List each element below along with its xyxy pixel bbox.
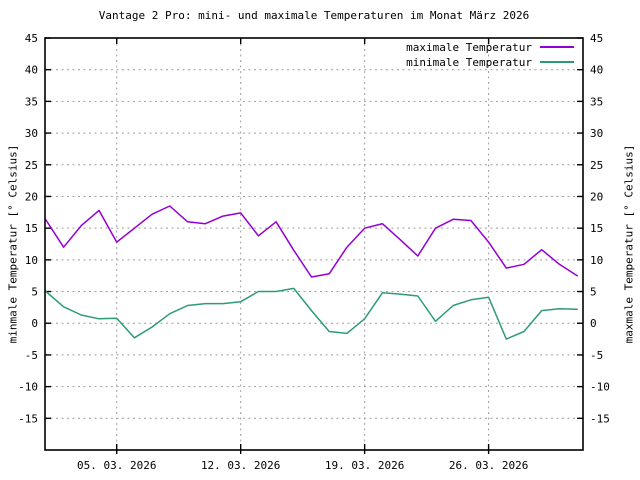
tick-labels: 45 45 40 40 35 35 30 30 25 25 20 20 15 15 10 10 5 5 0 0 -5 -5… [18,32,610,472]
x-tick-label: 12. 03. 2026 [201,459,280,472]
y-tick-label-left: 25 [25,159,38,172]
y-tick-label-left: 35 [25,95,38,108]
y-tick-label-right: 45 [590,32,603,45]
y-tick-label-left: 5 [31,286,38,299]
y-tick-label-left: 45 [25,32,38,45]
y-tick-label-right: 5 [590,286,597,299]
max-temperature-line [45,205,578,278]
legend-label-min: minimale Temperatur [406,55,532,69]
y-tick-label-left: 0 [31,317,38,330]
x-tick-label: 19. 03. 2026 [325,459,404,472]
y-tick-label-right: 0 [590,317,597,330]
gridlines [45,38,583,450]
y-tick-label-left: -5 [25,349,38,362]
legend-entry-min: minimale Temperatur [406,55,574,69]
chart-title: Vantage 2 Pro: mini- und maximale Temper… [98,9,530,22]
y-tick-label-left: 30 [25,127,38,140]
min-temperature-line [45,287,578,340]
y-tick-label-right: 10 [590,254,603,267]
y-tick-label-left: 40 [25,64,38,77]
y-tick-label-right: -15 [590,412,610,425]
plot-border [44,37,584,451]
legend-label-max: maximale Temperatur [406,40,532,54]
y-tick-label-left: -15 [18,412,38,425]
y-axis-right-label: maxmale Temperatur [° Celsius] [622,144,636,344]
y-tick-label-left: 20 [25,190,38,203]
x-tick-label: 05. 03. 2026 [77,459,156,472]
legend-entry-max: maximale Temperatur [406,40,574,54]
legend: maximale Temperatur minimale Temperatur [406,40,574,69]
y-tick-label-right: 30 [590,127,603,140]
x-tick-label: 26. 03. 2026 [449,459,528,472]
y-tick-label-left: -10 [18,381,38,394]
legend-line-sample-max [540,46,574,48]
y-tick-label-right: 35 [590,95,603,108]
y-tick-label-right: -5 [590,349,603,362]
y-tick-label-right: 25 [590,159,603,172]
y-tick-label-left: 10 [25,254,38,267]
y-tick-label-right: 15 [590,222,603,235]
y-tick-label-right: 20 [590,190,603,203]
legend-line-sample-min [540,61,574,63]
y-tick-label-left: 15 [25,222,38,235]
y-tick-label-right: -10 [590,381,610,394]
data-lines [45,205,578,340]
y-axis-left-label: minmale Temperatur [° Celsius] [6,144,20,344]
axes-ticks [45,37,583,454]
y-tick-label-right: 40 [590,64,603,77]
